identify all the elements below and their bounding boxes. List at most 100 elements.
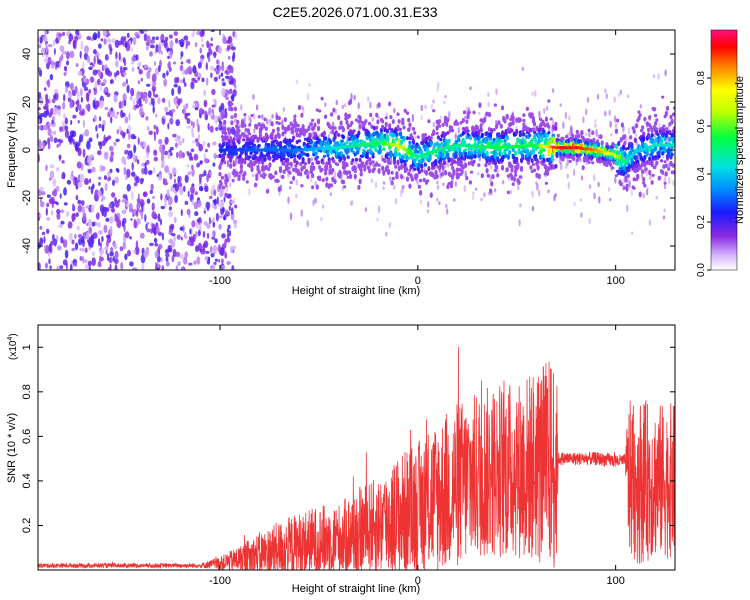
heatmap-cell [43, 87, 47, 91]
heatmap-cell [375, 112, 379, 118]
heatmap-cell [82, 255, 85, 264]
heatmap-cell [345, 170, 349, 176]
heatmap-cell [648, 219, 652, 226]
heatmap-cell [39, 226, 43, 230]
heatmap-cell [176, 105, 179, 109]
heatmap-cell [283, 117, 287, 122]
heatmap-cell [83, 259, 88, 264]
heatmap-cell [191, 199, 194, 206]
heatmap-cell [397, 138, 401, 145]
heatmap-cell [263, 156, 267, 162]
heatmap-cell [52, 178, 57, 187]
heatmap-cell [182, 104, 187, 108]
heatmap-cell [174, 137, 180, 142]
heatmap-cell [218, 172, 222, 177]
heatmap-cell [193, 260, 197, 265]
heatmap-cell [257, 161, 261, 165]
heatmap-cell [368, 121, 372, 126]
heatmap-cell [193, 153, 199, 161]
heatmap-cell [218, 215, 223, 219]
heatmap-cell [413, 158, 417, 165]
heatmap-cell [47, 137, 51, 145]
heatmap-cell [287, 124, 291, 128]
heatmap-cell [81, 205, 86, 214]
heatmap-cell [173, 97, 178, 104]
heatmap-cell [181, 267, 185, 270]
heatmap-cell [636, 173, 640, 180]
heatmap-cell [439, 115, 443, 119]
heatmap-cell [45, 93, 49, 101]
heatmap-cell [491, 174, 495, 180]
heatmap-cell [448, 110, 451, 119]
heatmap-cell [63, 72, 67, 76]
heatmap-cell [144, 162, 147, 169]
heatmap-cell [89, 242, 94, 248]
snr-y-multiplier: (x104) [7, 333, 19, 360]
heatmap-cell [443, 169, 448, 176]
heatmap-cell [357, 102, 360, 110]
heatmap-cell [237, 139, 241, 145]
heatmap-cell [315, 136, 319, 141]
heatmap-cell [156, 126, 159, 135]
heatmap-cell [212, 263, 216, 270]
heatmap-cell [301, 124, 305, 130]
heatmap-cell [669, 114, 673, 120]
heatmap-cell [565, 163, 568, 170]
heatmap-cell [315, 108, 319, 112]
heatmap-cell [63, 65, 67, 72]
heatmap-cell [661, 95, 665, 99]
heatmap-cell [424, 170, 429, 176]
heatmap-cell [256, 136, 260, 142]
heatmap-cell [529, 165, 533, 170]
heatmap-cell [609, 120, 612, 128]
heatmap-cell [88, 178, 92, 184]
heatmap-cell [438, 124, 442, 128]
heatmap-cell [180, 236, 183, 241]
heatmap-cell [378, 144, 382, 150]
heatmap-cell [97, 150, 102, 156]
heatmap-cell [672, 180, 675, 186]
heatmap-cell [444, 95, 447, 99]
heatmap-cell [138, 69, 143, 75]
heatmap-cell [79, 256, 83, 261]
heatmap-cell [145, 159, 150, 165]
heatmap-cell [222, 185, 226, 190]
heatmap-cell [324, 102, 327, 108]
heatmap-cell [514, 173, 518, 177]
heatmap-cell [314, 143, 318, 149]
heatmap-cell [180, 61, 184, 65]
heatmap-cell [46, 62, 50, 70]
heatmap-cell [480, 198, 483, 202]
heatmap-cell [220, 102, 225, 111]
heatmap-cell [189, 186, 195, 194]
heatmap-cell [167, 122, 170, 130]
heatmap-cell [432, 99, 435, 104]
colorbar-tick-label: 0.0 [696, 263, 707, 277]
heatmap-cell [364, 207, 368, 212]
heatmap-cell [160, 218, 162, 226]
heatmap-cell [390, 128, 394, 133]
heatmap-cell [186, 125, 191, 129]
heatmap-cell [146, 198, 151, 204]
heatmap-cell [245, 134, 249, 139]
heatmap-cell [307, 170, 310, 175]
heatmap-cell [210, 112, 214, 117]
heatmap-cell [349, 173, 353, 179]
heatmap-cell [627, 137, 630, 142]
heatmap-cell [102, 65, 107, 70]
heatmap-cell [152, 105, 155, 114]
heatmap-cell [531, 206, 535, 212]
heatmap-cell [325, 176, 329, 182]
heatmap-cell [250, 114, 254, 117]
heatmap-cell [398, 154, 402, 159]
heatmap-cell [75, 212, 79, 218]
heatmap-cell [117, 199, 121, 203]
heatmap-cell [472, 110, 476, 115]
heatmap-cell [510, 128, 514, 133]
heatmap-cell [223, 160, 227, 165]
heatmap-cell [118, 52, 121, 61]
heatmap-cell [382, 186, 385, 191]
heatmap-cell [407, 156, 411, 160]
heatmap-cell [206, 40, 210, 49]
heatmap-cell [243, 123, 247, 128]
